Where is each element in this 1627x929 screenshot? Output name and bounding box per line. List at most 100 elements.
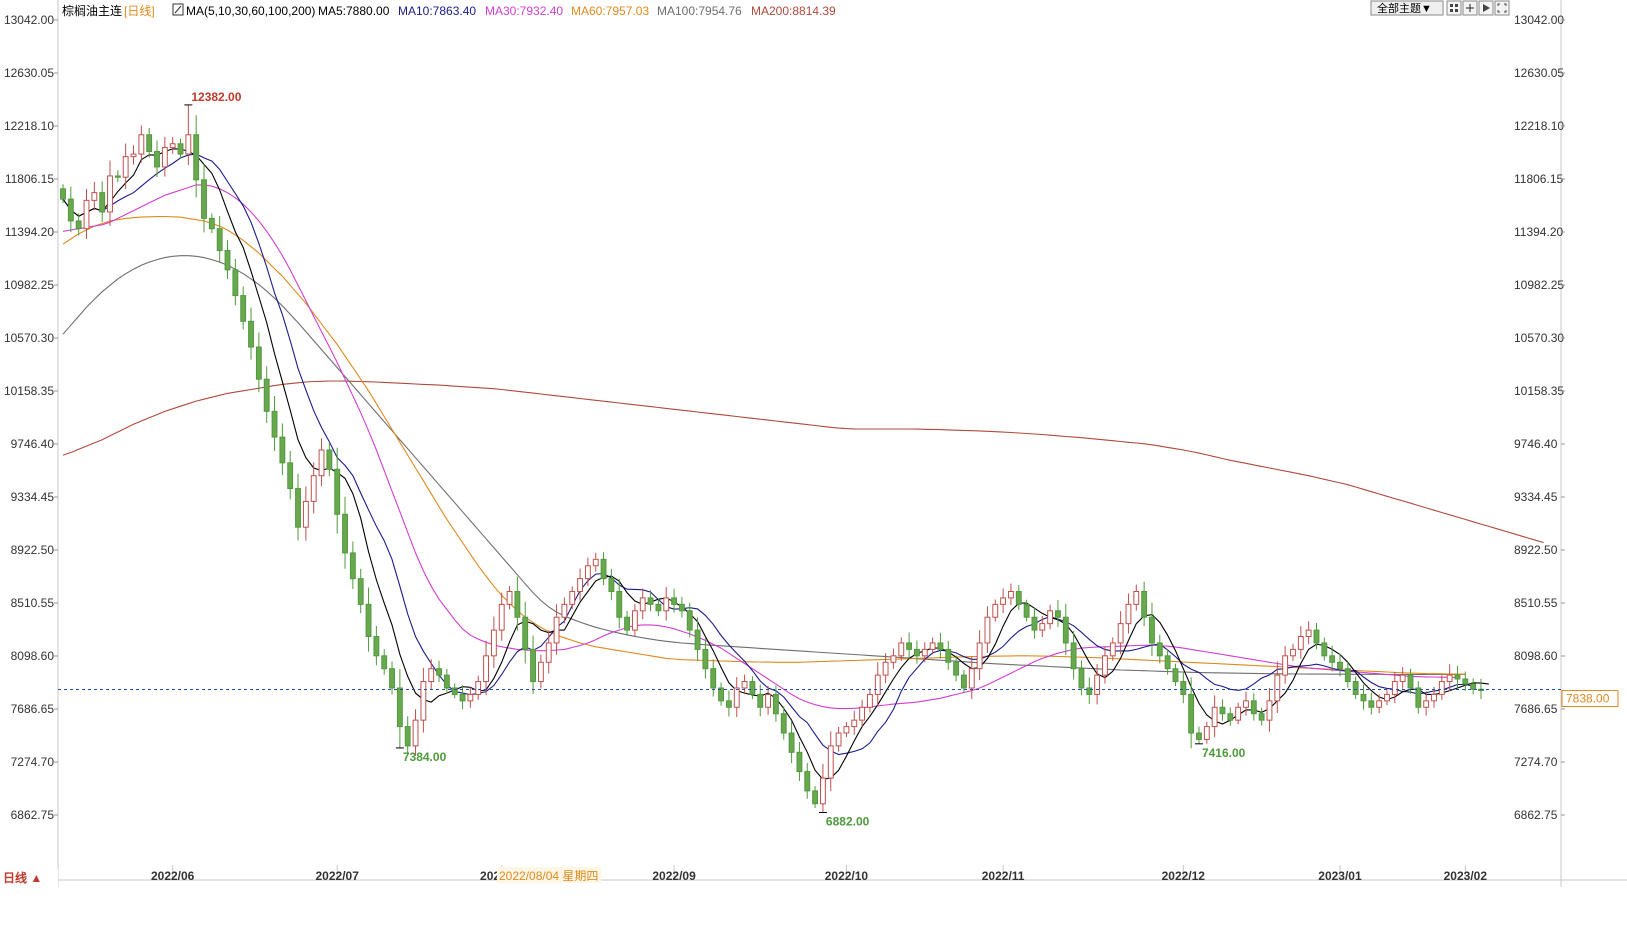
y-tick-left-label: 12218.10 — [4, 119, 54, 133]
candle — [1337, 653, 1343, 677]
candle — [287, 450, 294, 500]
candle — [271, 396, 278, 451]
candle — [130, 145, 137, 165]
y-tick-right-label: 8098.60 — [1514, 649, 1558, 663]
candle — [334, 447, 341, 534]
candle — [1211, 695, 1218, 738]
theme-button[interactable]: 全部主题▼ — [1370, 0, 1444, 16]
ma10-value: MA10:7863.40 — [398, 4, 476, 18]
annotation-label: 7416.00 — [1202, 746, 1246, 760]
candle — [788, 720, 795, 764]
period-tab[interactable]: 日线 ▲ — [0, 869, 58, 887]
y-tick-right-label: 11394.20 — [1514, 225, 1563, 239]
candle — [843, 722, 850, 738]
candle — [1141, 581, 1148, 627]
candle — [890, 648, 897, 669]
candle — [302, 486, 309, 541]
candle — [146, 128, 153, 158]
candle — [1156, 634, 1163, 664]
candle — [953, 655, 960, 682]
ma-settings-icon[interactable] — [172, 3, 184, 16]
candle — [1117, 611, 1124, 655]
x-tick-label: 2023/01 — [1318, 869, 1362, 883]
candle — [1431, 686, 1437, 708]
y-tick-right-label: 10570.30 — [1514, 331, 1564, 345]
expand-icon[interactable] — [1462, 0, 1478, 16]
candle — [1305, 621, 1312, 645]
y-axis-right: 13042.00 12630.05 12218.10 11806.15 11394.20… — [1514, 13, 1565, 822]
annotation-label: 12382.00 — [191, 90, 241, 104]
candle — [929, 637, 936, 655]
y-tick-right-label: 11806.15 — [1514, 172, 1563, 186]
candle — [177, 138, 184, 159]
ma100-line — [62, 255, 1466, 676]
ma200-value: MA200:8814.39 — [751, 4, 836, 18]
candle — [639, 588, 646, 620]
candle — [616, 579, 623, 629]
candle — [1454, 665, 1461, 688]
current-price-label: 7838.00 — [1566, 692, 1610, 706]
y-tick-left-label: 12630.05 — [4, 66, 54, 80]
candle — [718, 682, 725, 706]
candle — [655, 598, 662, 617]
y-tick-right-label: 7686.65 — [1514, 702, 1558, 716]
candle — [874, 662, 881, 707]
candle — [1423, 691, 1430, 716]
candle — [608, 568, 615, 601]
candle — [553, 604, 560, 655]
candle — [1352, 676, 1359, 700]
candle — [349, 541, 356, 589]
fullscreen-icon[interactable] — [1494, 0, 1510, 16]
candle — [1180, 671, 1187, 704]
candle — [882, 653, 889, 684]
candle — [600, 552, 607, 586]
grid-icon[interactable] — [1446, 0, 1462, 16]
candle — [1470, 678, 1477, 695]
y-tick-right-label: 12218.10 — [1514, 119, 1564, 133]
x-tick-label: 2022/10 — [825, 869, 869, 883]
candle — [898, 637, 905, 661]
candle — [819, 764, 826, 813]
candle — [984, 606, 991, 653]
candle — [1313, 623, 1320, 650]
candle — [365, 587, 372, 652]
x-tick-label: 2022/11 — [982, 869, 1025, 883]
candle — [1149, 602, 1155, 657]
candle — [694, 617, 701, 661]
chart-view-icon[interactable] — [1478, 0, 1494, 16]
candle — [1368, 692, 1375, 715]
candle — [569, 586, 576, 609]
candle — [1055, 599, 1061, 627]
x-tick-label: 2022/06 — [151, 869, 195, 883]
candle — [561, 597, 568, 624]
y-tick-right-label: 7274.70 — [1514, 755, 1558, 769]
candle — [483, 640, 489, 696]
candle — [1321, 637, 1328, 661]
candle — [475, 675, 482, 700]
candle — [381, 649, 388, 675]
candle — [678, 596, 685, 618]
candle — [1086, 677, 1093, 704]
candle — [914, 640, 920, 664]
candle — [1227, 707, 1234, 726]
candle — [1078, 660, 1085, 696]
y-tick-left-label: 8922.50 — [11, 543, 55, 557]
candle — [1266, 687, 1273, 732]
x-tick-label: 2022/12 — [1162, 869, 1206, 883]
candle — [232, 259, 239, 306]
candle — [1164, 649, 1171, 675]
candle — [357, 568, 364, 614]
candle — [326, 442, 333, 477]
candle — [107, 160, 113, 226]
candle — [1282, 646, 1289, 684]
candle — [404, 716, 411, 756]
candle — [1031, 607, 1038, 639]
hover-date-label: 2022/08/04 星期四 — [499, 869, 598, 883]
candle — [804, 762, 811, 799]
price-annotations: 12382.00 7384.00 6882.00 7416.00 — [184, 90, 1246, 829]
candle — [389, 661, 395, 695]
candle — [169, 136, 176, 154]
candle — [122, 143, 129, 190]
candle — [686, 602, 693, 638]
